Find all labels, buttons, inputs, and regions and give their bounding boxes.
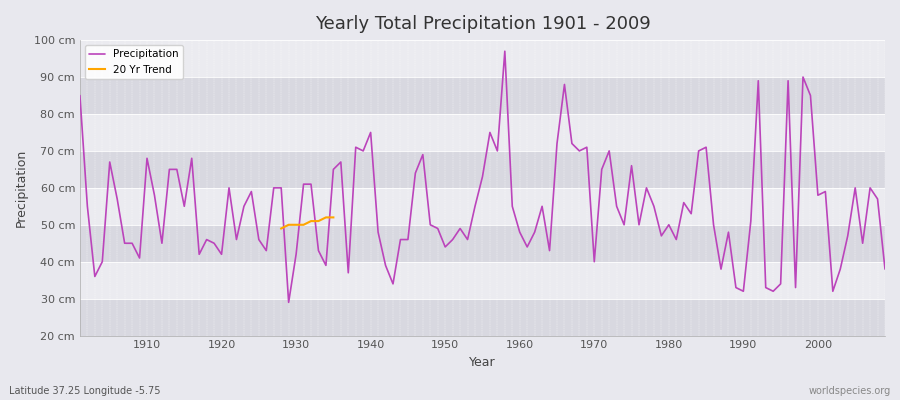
Legend: Precipitation, 20 Yr Trend: Precipitation, 20 Yr Trend [86, 45, 183, 79]
Precipitation [500, 49, 510, 54]
Precipitation [134, 256, 145, 260]
Text: Latitude 37.25 Longitude -5.75: Latitude 37.25 Longitude -5.75 [9, 386, 160, 396]
Bar [80, 188, 885, 225]
Precipitation [350, 145, 361, 150]
Bar [80, 262, 885, 299]
Precipitation [529, 230, 540, 234]
Precipitation [618, 222, 629, 227]
Bar [80, 151, 885, 188]
20 Yr Trend [291, 222, 302, 227]
Precipitation [75, 93, 86, 98]
Line: 20 Yr Trend: 20 Yr Trend [281, 217, 333, 228]
Bar [80, 299, 885, 336]
20 Yr Trend [284, 222, 294, 227]
Precipitation [306, 182, 317, 186]
20 Yr Trend [275, 226, 286, 231]
Bar [80, 77, 885, 114]
20 Yr Trend [298, 222, 309, 227]
Y-axis label: Precipitation: Precipitation [15, 149, 28, 227]
X-axis label: Year: Year [469, 356, 496, 369]
Bar [80, 40, 885, 77]
20 Yr Trend [313, 219, 324, 224]
20 Yr Trend [320, 215, 331, 220]
Text: worldspecies.org: worldspecies.org [809, 386, 891, 396]
Bar [80, 114, 885, 151]
Bar [80, 225, 885, 262]
Precipitation [879, 267, 890, 272]
Precipitation [522, 244, 533, 249]
20 Yr Trend [328, 215, 338, 220]
Title: Yearly Total Precipitation 1901 - 2009: Yearly Total Precipitation 1901 - 2009 [315, 15, 651, 33]
20 Yr Trend [306, 219, 317, 224]
Precipitation [284, 300, 294, 305]
Line: Precipitation: Precipitation [80, 51, 885, 302]
